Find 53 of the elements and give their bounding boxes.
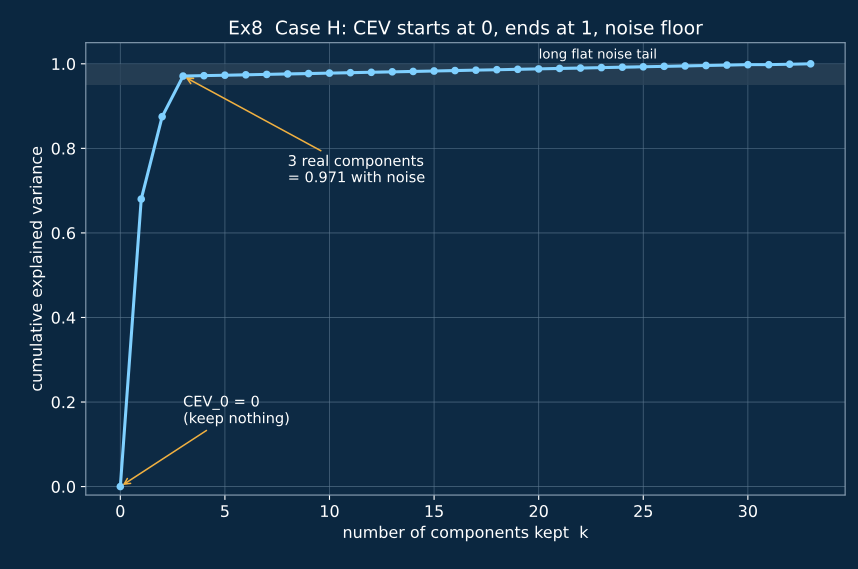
point: [639, 62, 648, 71]
point: [702, 62, 710, 70]
y-tick-label: 0.2: [52, 396, 74, 408]
point: [764, 60, 773, 68]
point: [576, 64, 584, 72]
point: [723, 61, 731, 69]
band-label: long flat noise tail: [540, 48, 656, 62]
point: [618, 63, 626, 72]
x-tick-label: 5: [221, 505, 229, 518]
point: [137, 195, 146, 203]
point: [304, 70, 312, 78]
point: [744, 60, 752, 68]
point: [262, 70, 271, 78]
x-axis-title: number of components kept k: [344, 526, 588, 542]
point: [534, 65, 542, 73]
x-tick-label: 10: [321, 505, 339, 518]
point: [451, 66, 459, 74]
x-tick-label: 0: [116, 505, 124, 518]
point: [409, 68, 417, 76]
x-tick-label: 25: [634, 505, 652, 518]
point: [326, 69, 334, 77]
point: [221, 71, 229, 80]
y-tick-label: 1.0: [52, 58, 76, 70]
point: [556, 64, 564, 72]
annotation: 3 real components = 0.971 with noise: [288, 154, 424, 182]
x-tick-label: 30: [738, 505, 757, 518]
point: [430, 67, 438, 75]
y-tick-label: 0.6: [52, 227, 76, 240]
point: [786, 60, 794, 68]
point: [368, 68, 376, 76]
point: [493, 66, 501, 74]
point: [158, 112, 166, 120]
point: [472, 66, 480, 74]
annotation: CEV_0 = 0 (keep nothing): [184, 396, 289, 426]
point: [598, 64, 606, 72]
point: [681, 62, 689, 70]
point: [388, 68, 396, 76]
point: [284, 70, 292, 78]
point: [806, 60, 814, 68]
y-tick-label: 0.8: [52, 142, 75, 155]
y-axis-title: cumulative explained variance: [30, 146, 46, 391]
point: [242, 70, 250, 79]
point: [116, 482, 124, 490]
x-tick-label: 15: [426, 505, 443, 518]
chart-title: Ex8 Case H: CEV starts at 0, ends at 1, noise floor: [230, 20, 703, 37]
y-tick-label: 0.0: [52, 480, 76, 493]
point: [514, 65, 522, 74]
point: [660, 62, 668, 70]
y-tick-label: 0.4: [52, 312, 76, 324]
x-tick-label: 20: [530, 505, 548, 518]
point: [200, 72, 208, 80]
point: [179, 72, 187, 80]
point: [346, 68, 354, 77]
